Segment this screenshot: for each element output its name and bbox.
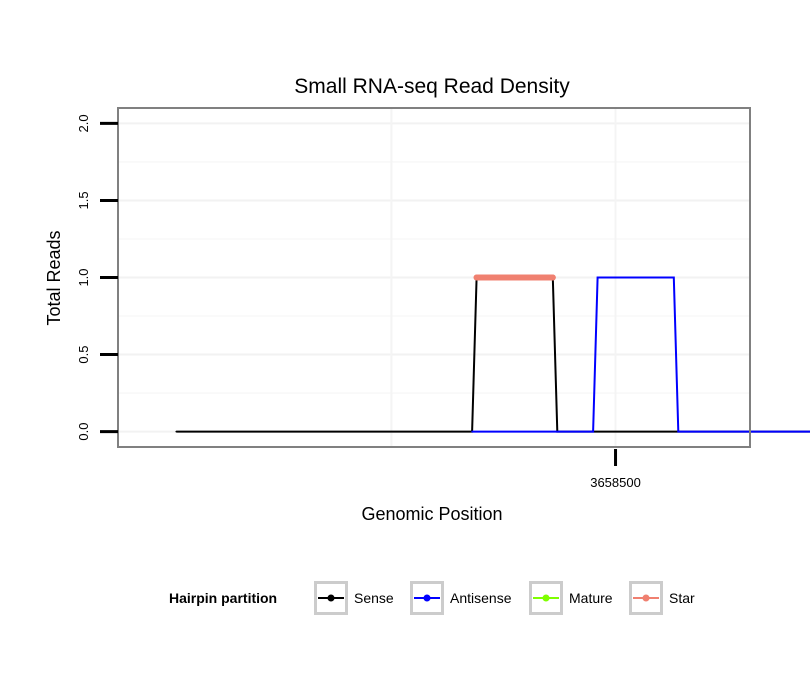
data-point-antisense — [596, 276, 599, 279]
legend-label: Mature — [569, 590, 613, 606]
y-tick-label: 0.0 — [76, 423, 91, 441]
legend-label: Star — [669, 590, 695, 606]
legend-item-star: Star — [629, 581, 695, 615]
legend-key-point — [423, 594, 431, 602]
legend-label: Sense — [354, 590, 394, 606]
data-point-antisense — [677, 430, 680, 433]
y-axis: 0.0 0.5 1.0 1.5 2.0 — [76, 114, 118, 441]
series-layer — [175, 274, 810, 433]
data-point-antisense — [592, 430, 594, 433]
x-axis-title: Genomic Position — [361, 504, 502, 524]
data-point-star — [473, 274, 480, 281]
series-line-sense — [176, 276, 810, 433]
y-axis-title: Total Reads — [44, 230, 64, 325]
x-tick-label: 3658500 — [590, 475, 641, 490]
y-tick-label: 1.0 — [76, 268, 91, 286]
legend-key-point — [327, 594, 335, 602]
x-axis: 36585003658400 — [590, 449, 641, 490]
legend-label: Antisense — [450, 590, 512, 606]
series-line-antisense — [472, 276, 810, 433]
chart-title: Small RNA-seq Read Density — [294, 75, 570, 98]
legend-item-mature: Mature — [529, 581, 613, 615]
y-tick-label: 2.0 — [76, 114, 91, 132]
data-point-antisense — [471, 430, 473, 433]
data-point-star — [549, 274, 556, 281]
legend: Hairpin partition Sense Antisense Mature St… — [169, 581, 695, 615]
data-point-sense — [175, 430, 178, 433]
legend-key-point — [542, 594, 550, 602]
legend-item-sense: Sense — [314, 581, 394, 615]
legend-title: Hairpin partition — [169, 590, 277, 606]
legend-item-antisense: Antisense — [410, 581, 512, 615]
y-tick-label: 1.5 — [76, 191, 91, 209]
y-tick-label: 0.5 — [76, 346, 91, 364]
data-point-antisense — [673, 276, 675, 279]
legend-key-point — [642, 594, 650, 602]
